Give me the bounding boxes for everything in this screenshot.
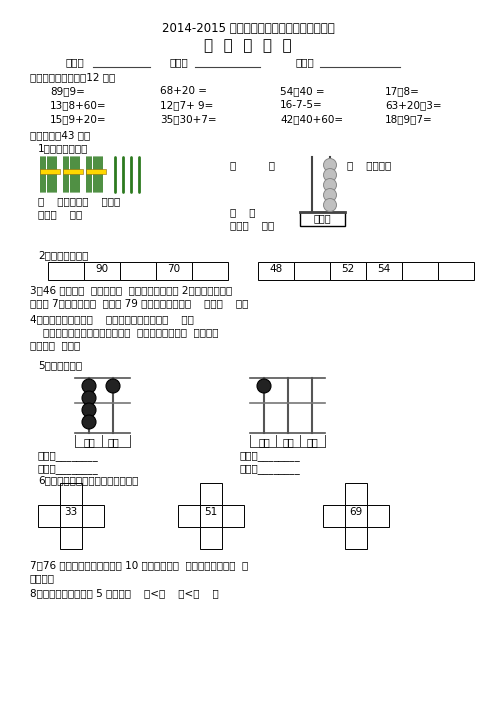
- Bar: [330, 262, 366, 280]
- Bar: [120, 262, 156, 280]
- Bar: [200, 483, 222, 505]
- Bar: [86, 169, 106, 174]
- Text: （    ）个十和（    ）个一: （ ）个十和（ ）个一: [38, 196, 120, 206]
- Circle shape: [323, 168, 336, 182]
- Text: 成绩：: 成绩：: [295, 57, 314, 67]
- Text: 一个数从右边数起，第一位是（  ）位，第二位是（  ）位，第: 一个数从右边数起，第一位是（ ）位，第二位是（ ）位，第: [30, 327, 219, 337]
- Text: 52: 52: [341, 264, 355, 274]
- Bar: [60, 483, 82, 505]
- Text: 63+20－3=: 63+20－3=: [385, 100, 441, 110]
- Circle shape: [323, 199, 336, 211]
- Text: （          ）: （ ）: [230, 160, 275, 170]
- Text: 6、在下面的空格中填上适当的数。: 6、在下面的空格中填上适当的数。: [38, 475, 138, 485]
- Bar: [84, 262, 120, 280]
- Bar: [200, 527, 222, 549]
- Bar: [63, 169, 83, 174]
- Bar: [323, 505, 345, 527]
- Bar: [222, 505, 244, 527]
- Bar: [200, 505, 222, 527]
- Text: （    ）: （ ）: [230, 207, 255, 217]
- Text: 一、直接写出得数（12 分）: 一、直接写出得数（12 分）: [30, 72, 115, 82]
- Circle shape: [323, 178, 336, 192]
- Text: 二、填空（43 分）: 二、填空（43 分）: [30, 130, 90, 140]
- Text: （    ）个合起: （ ）个合起: [347, 160, 391, 170]
- Text: 学校：: 学校：: [65, 57, 84, 67]
- Text: 15－9+20=: 15－9+20=: [50, 114, 107, 124]
- Text: 读作：________: 读作：________: [38, 464, 99, 474]
- Text: 8、写出三个个位上是 5 的数：（    ）<（    ）<（    ）: 8、写出三个个位上是 5 的数：（ ）<（ ）<（ ）: [30, 588, 219, 598]
- Text: 3、46 里面有（  ）个十和（  ）个一。个位上是 2，十位上的数比: 3、46 里面有（ ）个十和（ ）个一。个位上是 2，十位上的数比: [30, 285, 232, 295]
- Bar: [60, 505, 82, 527]
- Text: 48: 48: [269, 264, 283, 274]
- Text: 4、最大的两位数是（    ）。最小的两位数是（    ）。: 4、最大的两位数是（ ）。最小的两位数是（ ）。: [30, 314, 194, 324]
- Bar: [60, 527, 82, 549]
- Text: 12－7+ 9=: 12－7+ 9=: [160, 100, 213, 110]
- Text: 35－30+7=: 35－30+7=: [160, 114, 217, 124]
- Circle shape: [106, 379, 120, 393]
- Bar: [156, 262, 192, 280]
- Text: 2014-2015 学年度第二学期期中质量检测试卷: 2014-2015 学年度第二学期期中质量检测试卷: [162, 22, 334, 35]
- Text: 54－40 =: 54－40 =: [280, 86, 324, 96]
- Text: 十位: 十位: [282, 437, 294, 447]
- Text: 个位: 个位: [306, 437, 318, 447]
- Bar: [258, 262, 294, 280]
- Bar: [345, 483, 367, 505]
- Text: 一  年  级  数  学: 一 年 级 数 学: [204, 38, 292, 53]
- Text: 写作：________: 写作：________: [240, 451, 301, 461]
- Circle shape: [82, 379, 96, 393]
- Bar: [345, 527, 367, 549]
- Text: 42－40+60=: 42－40+60=: [280, 114, 343, 124]
- Text: 89－9=: 89－9=: [50, 86, 85, 96]
- Text: 十位: 十位: [83, 437, 95, 447]
- Text: 54: 54: [377, 264, 391, 274]
- Bar: [178, 505, 200, 527]
- Text: 百位: 百位: [258, 437, 270, 447]
- Text: 18－9－7=: 18－9－7=: [385, 114, 433, 124]
- Text: 三位是（  ）位。: 三位是（ ）位。: [30, 340, 80, 350]
- Text: 69: 69: [349, 507, 363, 517]
- Text: 17－8=: 17－8=: [385, 86, 420, 96]
- Bar: [38, 505, 60, 527]
- Text: 个桃子。: 个桃子。: [30, 573, 55, 583]
- Circle shape: [323, 159, 336, 171]
- Text: 读作：________: 读作：________: [240, 464, 301, 474]
- Circle shape: [82, 415, 96, 429]
- Bar: [367, 505, 389, 527]
- Text: 姓名：: 姓名：: [170, 57, 189, 67]
- Circle shape: [82, 403, 96, 417]
- Text: 13－8+60=: 13－8+60=: [50, 100, 107, 110]
- Bar: [345, 505, 367, 527]
- Bar: [402, 262, 438, 280]
- Text: 1、看图填一填。: 1、看图填一填。: [38, 143, 88, 153]
- Text: 51: 51: [204, 507, 218, 517]
- Circle shape: [257, 379, 271, 393]
- Text: 写作：________: 写作：________: [38, 451, 99, 461]
- Text: 33: 33: [64, 507, 78, 517]
- Text: 十和（    ）个: 十和（ ）个: [230, 220, 274, 230]
- Text: 16-7-5=: 16-7-5=: [280, 100, 323, 110]
- Bar: [192, 262, 228, 280]
- Circle shape: [323, 189, 336, 201]
- Text: 90: 90: [95, 264, 109, 274]
- Circle shape: [82, 391, 96, 405]
- Bar: [40, 169, 60, 174]
- Bar: [366, 262, 402, 280]
- Bar: [438, 262, 474, 280]
- Text: 70: 70: [168, 264, 181, 274]
- Bar: [300, 212, 345, 226]
- Text: 7、76 个桃子，每个篮子里装 10 个，能装满（  ）个篮子，还多（  ）: 7、76 个桃子，每个篮子里装 10 个，能装满（ ）个篮子，还多（ ）: [30, 560, 248, 570]
- Bar: [48, 262, 84, 280]
- Text: 百十个: 百十个: [313, 213, 331, 223]
- Bar: [82, 505, 104, 527]
- Text: 个位大 7，这个数是（  ）。与 79 相邻的两个数是（    ）和（    ）。: 个位大 7，这个数是（ ）。与 79 相邻的两个数是（ ）和（ ）。: [30, 298, 248, 308]
- Bar: [294, 262, 330, 280]
- Text: 个位: 个位: [107, 437, 119, 447]
- Text: 来是（    ）。: 来是（ ）。: [38, 209, 82, 219]
- Text: 5、看图填数。: 5、看图填数。: [38, 360, 82, 370]
- Text: 68+20 =: 68+20 =: [160, 86, 207, 96]
- Text: 2、按规律填数。: 2、按规律填数。: [38, 250, 88, 260]
